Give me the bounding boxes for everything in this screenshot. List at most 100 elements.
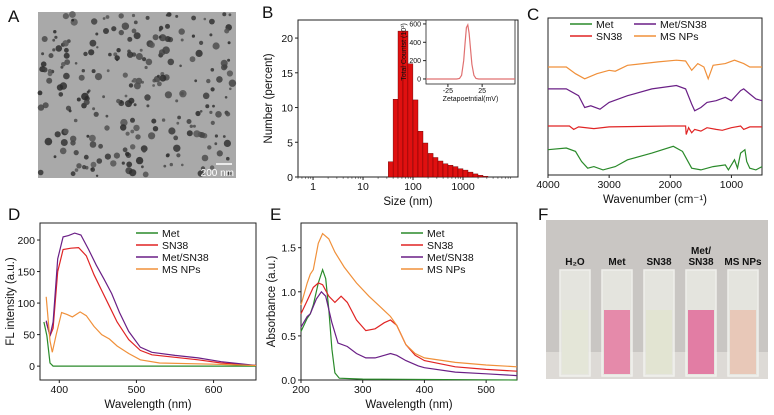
chart-e: 200 300 400 500 0.0 0.5 1.0 1.5 Wavelength (nm) A…	[266, 222, 518, 411]
nanoparticle	[104, 153, 111, 160]
sample-label: SN38	[646, 257, 671, 268]
nanoparticle	[165, 153, 170, 158]
nanoparticle	[74, 168, 79, 172]
nanoparticle	[209, 33, 213, 37]
nanoparticle	[194, 79, 198, 83]
nanoparticle	[125, 131, 130, 136]
nanoparticle	[63, 128, 69, 134]
series-line-met	[43, 321, 256, 367]
nanoparticle	[141, 165, 144, 169]
nanoparticle	[226, 156, 230, 161]
legend-label: SN38	[596, 31, 622, 43]
nanoparticle	[90, 167, 95, 172]
nanoparticle	[176, 153, 181, 158]
nanoparticle	[142, 148, 147, 153]
nanoparticle	[73, 150, 79, 156]
y-tick-label: 10	[281, 103, 293, 115]
nanoparticle	[118, 29, 125, 36]
histogram-bar	[392, 98, 399, 178]
histogram-bar	[482, 176, 489, 178]
nanoparticle	[122, 72, 128, 78]
histogram-bar	[417, 130, 424, 178]
plot-frame	[300, 222, 518, 381]
nanoparticle	[200, 166, 206, 171]
nanoparticle	[82, 165, 87, 170]
panel-label-c: C	[527, 5, 539, 24]
series-line-met-sn38	[548, 84, 763, 112]
nanoparticle	[221, 64, 227, 71]
nanoparticle	[130, 129, 135, 134]
nanoparticle	[181, 163, 184, 167]
nanoparticle	[129, 169, 137, 177]
zeta-inset: -25 25 0 200 400 600 Zetapoetntial(mV) Total Co…	[401, 19, 516, 103]
histogram-bar	[388, 161, 394, 178]
nanoparticle	[148, 132, 156, 140]
x-tick-label: -25	[443, 88, 453, 95]
nanoparticle	[83, 99, 90, 106]
nanoparticle	[126, 161, 133, 168]
legend-label: Met	[162, 228, 180, 240]
nanoparticle	[89, 141, 97, 148]
legend-label: MS NPs	[660, 31, 699, 43]
nanoparticle	[55, 45, 63, 52]
nanoparticle	[227, 58, 231, 62]
nanoparticle	[173, 144, 181, 152]
nanoparticle	[229, 87, 232, 91]
nanoparticle	[175, 99, 179, 103]
nanoparticle	[157, 81, 162, 87]
legend-label: MS NPs	[427, 264, 466, 276]
histogram-bar	[412, 99, 419, 178]
nanoparticle	[189, 56, 196, 63]
nanoparticle	[127, 51, 134, 58]
y-axis-label: Total Countst (10³)	[401, 23, 408, 81]
y-tick-label: 5	[287, 137, 293, 149]
nanoparticle	[161, 118, 166, 122]
nanoparticle	[63, 52, 70, 59]
nanoparticle	[175, 14, 179, 18]
nanoparticle	[105, 114, 109, 118]
nanoparticle	[108, 52, 112, 57]
y-tick-label: 0.5	[281, 331, 296, 343]
nanoparticle	[210, 120, 215, 125]
nanoparticle	[116, 48, 121, 53]
panel-label-d: D	[8, 205, 20, 224]
nanoparticle	[81, 69, 86, 73]
nanoparticle	[168, 127, 176, 135]
nanoparticle	[121, 161, 125, 165]
nanoparticle	[47, 68, 53, 74]
nanoparticle	[199, 40, 204, 46]
nanoparticle	[133, 20, 138, 25]
nanoparticle	[124, 101, 128, 105]
nanoparticle	[133, 103, 137, 107]
y-tick-label: 20	[281, 33, 293, 45]
nanoparticle	[106, 69, 110, 73]
x-axis-label: Zetapoetntial(mV)	[443, 96, 499, 103]
x-tick-label: 500	[128, 384, 146, 396]
x-tick-label: 10	[357, 181, 369, 193]
nanoparticle	[179, 64, 182, 68]
legend-label: Met	[427, 228, 445, 240]
nanoparticle	[120, 118, 128, 127]
cuvette: MS NPs	[724, 257, 762, 377]
histogram-bar	[462, 169, 469, 178]
nanoparticle	[135, 134, 141, 140]
nanoparticle	[63, 72, 70, 80]
plot-frame	[547, 17, 763, 176]
nanoparticle	[133, 32, 141, 40]
series-line-sn38	[45, 246, 257, 367]
nanoparticle	[214, 142, 218, 146]
nanoparticle	[199, 110, 203, 113]
nanoparticle	[139, 48, 143, 52]
nanoparticle	[96, 158, 103, 164]
nanoparticle	[52, 38, 56, 42]
nanoparticle	[37, 169, 44, 176]
y-tick-label: 150	[17, 267, 35, 279]
nanoparticle	[76, 97, 81, 102]
nanoparticle	[113, 152, 120, 159]
nanoparticle	[48, 53, 54, 59]
x-tick-label: 25	[478, 88, 486, 95]
nanoparticle	[216, 150, 223, 157]
x-tick-label: 300	[354, 384, 372, 396]
nanoparticle	[128, 97, 135, 104]
